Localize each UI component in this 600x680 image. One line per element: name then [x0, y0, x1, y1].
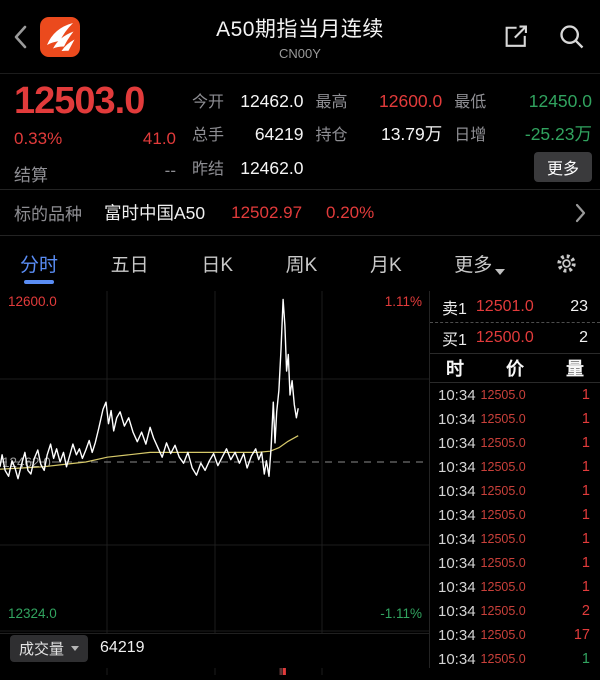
tab-more[interactable]: 更多 [450, 236, 509, 291]
bid-qty: 2 [579, 329, 588, 346]
col-price: 价 [506, 359, 524, 379]
tick-row: 10:34 12505.0 1 [438, 458, 590, 476]
search-icon[interactable] [558, 23, 586, 51]
main-area: 12462.0 12600.0 1.11% 12324.0 -1.11% 成交量… [0, 291, 600, 675]
ask-price: 12501.0 [475, 297, 534, 315]
stat-low: 最低 12450.0 [454, 91, 592, 111]
chevron-right-icon [575, 203, 586, 223]
underlying-percent: 0.20% [326, 202, 375, 222]
chart-pane: 12462.0 12600.0 1.11% 12324.0 -1.11% 成交量… [0, 291, 430, 675]
share-icon[interactable] [502, 23, 530, 51]
bid-1-row[interactable]: 买1 12500.0 2 [430, 323, 600, 354]
underlying-price: 12502.97 [231, 202, 303, 222]
stat-open-interest: 持仓 13.79万 [315, 123, 443, 144]
tick-row: 10:34 12505.0 1 [438, 530, 590, 548]
underlying-label: 标的品种 [14, 205, 82, 224]
app-logo-icon[interactable] [40, 16, 80, 57]
title-block: A50期指当月连续 CN00Y [216, 13, 384, 61]
tick-row: 10:34 12505.0 1 [438, 482, 590, 500]
tick-row: 10:34 12505.0 17 [438, 626, 590, 644]
tab-daily-k[interactable]: 日K [201, 255, 233, 276]
more-button[interactable]: 更多 [533, 152, 592, 182]
tick-list[interactable]: 10:34 12505.0 1 10:34 12505.0 1 10:34 12505.0… [430, 383, 600, 668]
tick-row: 10:34 12505.0 1 [438, 410, 590, 428]
volume-value: 64219 [100, 639, 145, 656]
last-price: 12503.0 [14, 80, 145, 122]
order-panel: 卖1 12501.0 23 买1 12500.0 2 时 价 量 10:34 12… [430, 291, 600, 668]
page-title: A50期指当月连续 [216, 17, 384, 41]
quote-section: 12503.0 0.33% 41.0 结算 -- 今开 12462.0 最高 1… [0, 74, 600, 189]
stat-prev-settle: 昨结 12462.0 [192, 158, 304, 178]
stat-volume: 总手 64219 [192, 124, 304, 144]
settle-value: -- [164, 160, 176, 180]
underlying-row[interactable]: 标的品种 富时中国A50 12502.97 0.20% [0, 189, 600, 236]
price-line [0, 298, 299, 480]
tick-row: 10:34 12505.0 1 [438, 434, 590, 452]
ask-qty: 23 [570, 297, 588, 315]
chart-min-label: 12324.0 [8, 606, 57, 621]
change-percent: 0.33% [14, 128, 63, 148]
chart-max-percent: 1.11% [384, 294, 422, 309]
stat-daily-increase: 日增 -25.23万 [454, 123, 592, 144]
chart-gridlines [0, 291, 429, 633]
col-qty: 量 [566, 359, 584, 379]
tick-row: 10:34 12505.0 1 [438, 650, 590, 668]
tick-row: 10:34 12505.0 1 [438, 554, 590, 572]
chart-tab-bar: 分时 五日 日K 周K 月K 更多 [0, 236, 600, 291]
bid-price: 12500.0 [475, 329, 534, 346]
col-time: 时 [446, 359, 464, 379]
tick-row: 10:34 12505.0 1 [438, 386, 590, 404]
gear-icon[interactable] [554, 251, 580, 277]
quote-stats-grid: 今开 12462.0 最高 12600.0 最低 12450.0 总手 6421… [192, 84, 592, 189]
tab-intraday[interactable]: 分时 [16, 236, 62, 291]
volume-indicator-dropdown[interactable]: 成交量 [10, 634, 89, 662]
chart-max-label: 12600.0 [8, 294, 57, 309]
tab-monthly-k[interactable]: 月K [369, 255, 402, 276]
tick-row: 10:34 12505.0 2 [438, 602, 590, 620]
back-icon[interactable] [14, 24, 30, 50]
chart-min-percent: -1.11% [380, 606, 422, 621]
symbol-code: CN00Y [279, 45, 321, 61]
stat-high: 最高 12600.0 [315, 91, 443, 111]
tab-weekly-k[interactable]: 周K [285, 255, 318, 276]
tick-row: 10:34 12505.0 1 [438, 578, 590, 596]
change-amount: 41.0 [142, 128, 176, 148]
tab-five-day[interactable]: 五日 [110, 255, 149, 276]
stat-open: 今开 12462.0 [192, 91, 304, 111]
tick-row: 10:34 12505.0 1 [438, 506, 590, 524]
top-bar: A50期指当月连续 CN00Y [0, 0, 600, 74]
triangle-down-icon [495, 269, 506, 275]
volume-indicator-row: 成交量 64219 [0, 633, 429, 662]
ask-1-row[interactable]: 卖1 12501.0 23 [430, 291, 600, 323]
settle-label: 结算 [14, 165, 48, 185]
intraday-chart[interactable]: 12462.0 12600.0 1.11% 12324.0 -1.11% [0, 291, 429, 633]
tick-list-header: 时 价 量 [430, 354, 600, 383]
underlying-name: 富时中国A50 [104, 203, 206, 223]
triangle-down-icon [71, 645, 80, 651]
